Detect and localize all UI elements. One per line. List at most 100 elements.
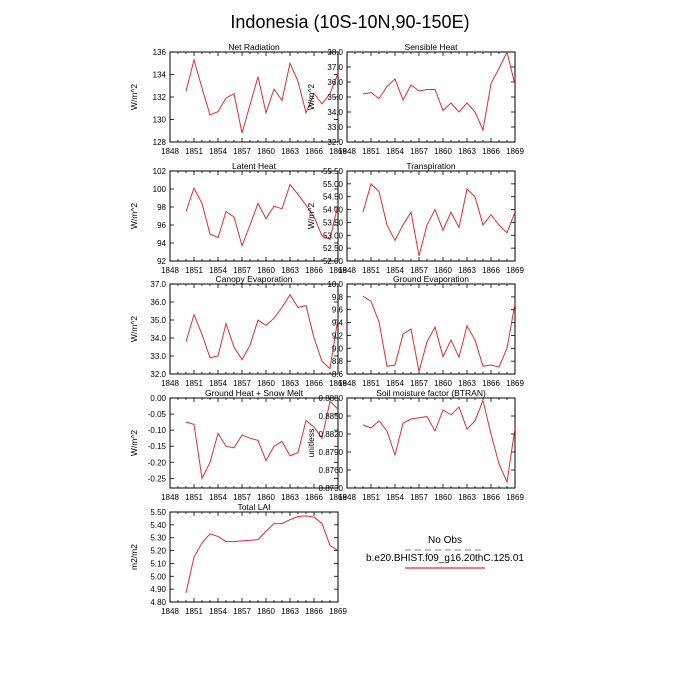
y-tick-label: 134	[153, 71, 167, 80]
x-tick-label: 1857	[410, 147, 428, 156]
y-tick-label: -0.10	[148, 426, 167, 435]
y-tick-label: 96	[157, 221, 166, 230]
x-tick-label: 1866	[305, 147, 323, 156]
x-tick-label: 1854	[209, 266, 227, 275]
x-tick-label: 1854	[209, 147, 227, 156]
plot-frame	[169, 397, 339, 489]
x-tick-label: 1848	[338, 266, 356, 275]
y-tick-label: 132	[153, 93, 167, 102]
y-tick-label: 53.00	[323, 231, 344, 240]
y-tick-label: 34.0	[327, 108, 343, 117]
x-tick-label: 1851	[185, 147, 203, 156]
x-tick-label: 1860	[257, 379, 275, 388]
y-tick-label: 0.8790	[319, 448, 344, 457]
x-tick-label: 1866	[305, 493, 323, 502]
figure-title: Indonesia (10S-10N,90-150E)	[230, 12, 469, 32]
y-tick-label: 33.0	[327, 123, 343, 132]
y-axis-label: W/m^2	[306, 203, 316, 229]
y-axis-label: unitless	[306, 429, 316, 458]
x-tick-label: 1851	[362, 379, 380, 388]
plot-frame	[346, 283, 516, 375]
legend-label-model-run: b.e20.BHIST.f09_g16.20thC.125.01	[366, 553, 524, 564]
x-tick-label: 1860	[257, 147, 275, 156]
y-tick-label: 4.80	[150, 598, 166, 607]
x-tick-label: 1860	[257, 266, 275, 275]
y-tick-label: 9.2	[332, 331, 344, 340]
legend: No Obs b.e20.BHIST.f09_g16.20thC.125.01	[366, 535, 524, 569]
plot-frame	[169, 170, 339, 262]
x-tick-label: 1863	[458, 493, 476, 502]
series-line	[362, 398, 515, 484]
x-tick-label: 1854	[386, 266, 404, 275]
y-tick-label: 5.50	[150, 508, 166, 517]
y-tick-label: 4.90	[150, 585, 166, 594]
x-tick-label: 1857	[233, 147, 251, 156]
chart-panels: Net Radiation 1848 1851 1854 1857 1860 1863 186…	[129, 42, 524, 616]
plot-frame	[346, 51, 516, 143]
series-line	[185, 183, 338, 248]
x-tick-label: 1863	[281, 379, 299, 388]
x-tick-label: 1857	[233, 493, 251, 502]
chart-title: Net Radiation	[228, 42, 280, 52]
x-tick-label: 1854	[209, 493, 227, 502]
chart-title: Latent Heat	[232, 161, 277, 171]
x-tick-label: 1854	[386, 493, 404, 502]
chart-transpiration: Transpiration 1848 1851 1854 1857 1860 1863 186…	[306, 161, 524, 275]
x-tick-label: 1866	[482, 266, 500, 275]
y-axis-label: W/m^2	[129, 430, 139, 456]
x-tick-label: 1866	[305, 379, 323, 388]
y-tick-label: 32.0	[150, 370, 166, 379]
y-tick-label: 0.8820	[319, 430, 344, 439]
y-tick-label: 36.0	[150, 298, 166, 307]
x-tick-label: 1869	[329, 266, 347, 275]
y-axis-label: W/m^2	[129, 316, 139, 342]
chart-title: Total LAI	[237, 502, 270, 512]
y-tick-label: 33.0	[150, 352, 166, 361]
series-line	[185, 515, 338, 594]
y-axis-label: W/m^2	[129, 203, 139, 229]
y-tick-label: 5.20	[150, 547, 166, 556]
y-tick-label: 52.50	[323, 244, 344, 253]
y-tick-label: 0.8730	[319, 484, 344, 493]
series-line	[185, 293, 338, 370]
y-tick-label: 9.0	[332, 344, 344, 353]
y-tick-label: 136	[153, 48, 167, 57]
series-line	[185, 57, 338, 134]
chart-title: Sensible Heat	[405, 42, 459, 52]
x-tick-label: 1851	[362, 147, 380, 156]
chart-soil-moisture-factor-btran: Soil moisture factor (BTRAN) 1848 1851 1854…	[306, 388, 524, 502]
x-tick-label: 1869	[329, 379, 347, 388]
x-tick-label: 1851	[362, 493, 380, 502]
x-tick-label: 1851	[185, 379, 203, 388]
x-tick-label: 1848	[161, 607, 179, 616]
x-tick-label: 1860	[434, 379, 452, 388]
x-tick-label: 1857	[233, 379, 251, 388]
x-tick-label: 1857	[410, 266, 428, 275]
x-tick-label: 1860	[257, 607, 275, 616]
series-line	[185, 400, 338, 481]
x-tick-label: 1851	[185, 266, 203, 275]
y-tick-label: 55.00	[323, 180, 344, 189]
y-tick-label: 8.8	[332, 357, 344, 366]
x-tick-label: 1863	[281, 493, 299, 502]
x-tick-label: 1848	[161, 266, 179, 275]
y-axis-label: W/m^2	[306, 84, 316, 110]
x-tick-label: 1860	[434, 493, 452, 502]
y-tick-label: 34.0	[150, 334, 166, 343]
x-tick-label: 1863	[281, 147, 299, 156]
y-tick-label: 128	[153, 138, 167, 147]
y-tick-label: 38.0	[327, 48, 343, 57]
x-tick-label: 1869	[506, 493, 524, 502]
y-tick-label: 53.50	[323, 218, 344, 227]
y-tick-label: 9.4	[332, 319, 344, 328]
x-tick-label: 1869	[506, 266, 524, 275]
x-tick-label: 1848	[338, 147, 356, 156]
x-tick-label: 1863	[281, 266, 299, 275]
chart-total-lai: Total LAI 1848 1851 1854 1857 1860 1863 1866 186…	[129, 502, 347, 616]
plot-frame	[169, 511, 339, 603]
y-tick-label: 5.10	[150, 559, 166, 568]
y-tick-label: -0.20	[148, 458, 167, 467]
x-tick-label: 1860	[434, 147, 452, 156]
chart-net-radiation: Net Radiation 1848 1851 1854 1857 1860 1863 186…	[129, 42, 347, 156]
